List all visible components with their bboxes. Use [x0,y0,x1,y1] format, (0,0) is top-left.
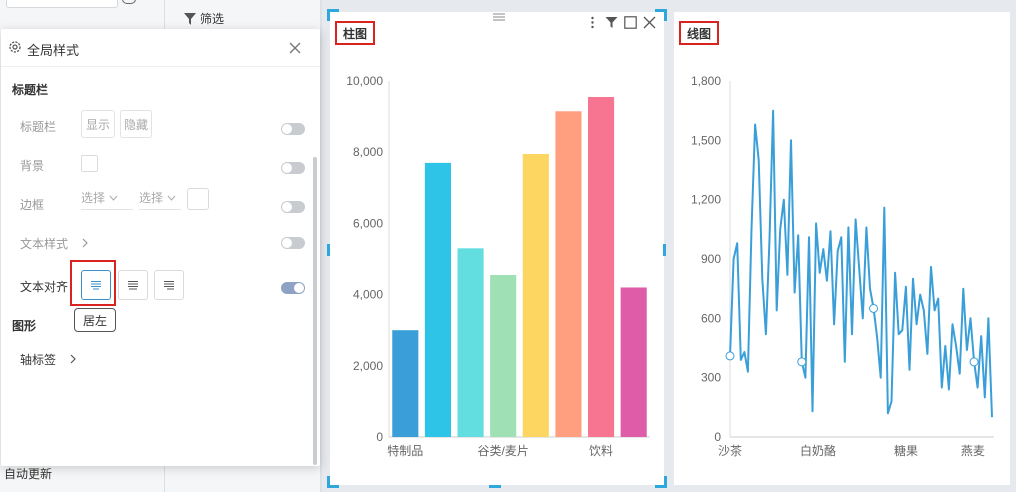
resize-handle-bottom[interactable] [489,485,501,488]
maximize-icon[interactable] [624,16,637,29]
x-tick-label: 特制品 [387,443,423,458]
y-tick-label: 0 [376,430,383,444]
align-right-button[interactable] [154,270,184,300]
chart-title: 线图 [679,21,720,45]
row-background-label: 背景 [20,159,45,173]
toggle-icon[interactable] [122,0,136,4]
align-right-icon [164,281,174,290]
line-chart: 0 300 600 900 1,200 1,500 1,800 沙茶 白奶酪 糖果 燕麦 [691,74,994,458]
resize-handle-right[interactable] [663,244,666,256]
close-icon[interactable] [643,16,656,29]
align-tooltip: 居左 [74,308,117,332]
filter-icon[interactable] [605,16,618,29]
y-tick-label: 1,200 [691,193,721,207]
text-style-toggle[interactable] [281,237,305,249]
panel-header: 全局样式 [1,29,320,67]
row-text-align-label: 文本对齐 [20,280,69,294]
y-tick-label: 1,800 [691,74,721,88]
filter-header[interactable]: 筛选 [184,10,224,27]
y-tick-label: 4,000 [353,288,383,302]
section-graphic: 图形 [12,319,37,333]
line-chart-card[interactable]: 线图 0 300 600 900 1,200 1,500 1,800 沙茶 白奶酪 糖果 燕麦 [674,12,1010,485]
bar [555,111,582,437]
bar [588,97,615,438]
x-tick-label: 白奶酪 [800,443,836,458]
filter-icon [184,12,196,25]
data-point [797,357,807,367]
y-tick-label: 1,500 [691,133,721,147]
x-tick-label: 沙茶 [718,443,742,458]
resize-handle-bottom-left[interactable] [327,476,339,488]
chevron-down-icon [167,195,176,201]
y-tick-label: 8,000 [353,145,383,159]
resize-handle-bottom-right[interactable] [655,476,667,488]
show-button[interactable]: 显示 [81,110,115,138]
data-point [725,351,735,361]
titlebar-toggle[interactable] [281,123,305,135]
y-tick-label: 0 [714,430,721,444]
x-tick-label: 谷类/麦片 [478,444,529,458]
border-style-select[interactable]: 选择 [81,186,133,210]
panel-title: 全局样式 [27,43,80,58]
text-align-toggle[interactable] [281,282,305,294]
bar [424,162,451,437]
bar [392,330,419,437]
y-tick-label: 2,000 [353,359,383,373]
bar [457,248,484,437]
bar [522,153,549,438]
global-style-panel: 全局样式 标题栏 标题栏 显示 隐藏 背景 边框 选择 选择 文本样式 文本对齐… [1,29,320,466]
scrollbar[interactable] [313,157,317,465]
border-toggle[interactable] [281,201,305,213]
align-left-button[interactable] [81,270,111,300]
y-tick-label: 900 [701,252,721,266]
bar-chart: 0 2,000 4,000 6,000 8,000 10,000 特制品 谷类/麦片 饮料 [346,74,650,458]
close-icon[interactable] [289,42,301,54]
row-text-style-label[interactable]: 文本样式 [20,237,69,251]
chevron-right-icon[interactable] [69,354,77,364]
chevron-down-icon [109,195,118,201]
more-icon[interactable] [586,16,599,29]
search-input[interactable] [6,0,118,8]
row-titlebar-label: 标题栏 [20,120,57,134]
auto-update-label[interactable]: 自动更新 [4,467,53,481]
resize-handle-top-right[interactable] [655,9,667,21]
y-tick-label: 10,000 [346,74,383,88]
select-text: 选择 [139,191,164,205]
resize-handle-top-left[interactable] [327,9,339,21]
series-line [729,109,993,418]
chart-toolbar [586,16,656,29]
background-checkbox[interactable] [81,155,98,172]
row-axis-label[interactable]: 轴标签 [20,353,57,367]
section-titlebar: 标题栏 [12,83,49,97]
hide-button[interactable]: 隐藏 [120,110,152,138]
x-tick-label: 饮料 [589,444,613,458]
highlight-box [70,260,116,306]
resize-handle-left[interactable] [327,244,330,256]
x-tick-label: 糖果 [894,443,918,458]
x-tick-label: 燕麦 [961,444,985,458]
border-color-picker[interactable] [187,188,209,210]
align-center-button[interactable] [118,270,148,300]
chart-title: 柱图 [335,21,376,45]
chevron-right-icon[interactable] [81,238,89,248]
align-center-icon [128,281,138,290]
y-tick-label: 6,000 [353,216,383,230]
gear-icon [9,41,21,53]
data-point [869,303,879,313]
background-toggle[interactable] [281,162,305,174]
align-left-icon [91,281,101,290]
y-tick-label: 300 [701,371,721,385]
data-point [969,357,979,367]
row-border-label: 边框 [20,198,45,212]
bar [490,275,517,437]
bar-chart-card[interactable]: 柱图 0 2,000 4,000 6,000 8,000 10,000 特制品 谷类/麦片 饮料 [330,12,664,485]
border-width-select[interactable]: 选择 [139,186,181,210]
drag-handle-icon[interactable] [492,13,506,21]
bar [620,287,647,437]
y-tick-label: 600 [701,311,721,325]
select-text: 选择 [81,191,106,205]
filter-label: 筛选 [200,12,225,26]
